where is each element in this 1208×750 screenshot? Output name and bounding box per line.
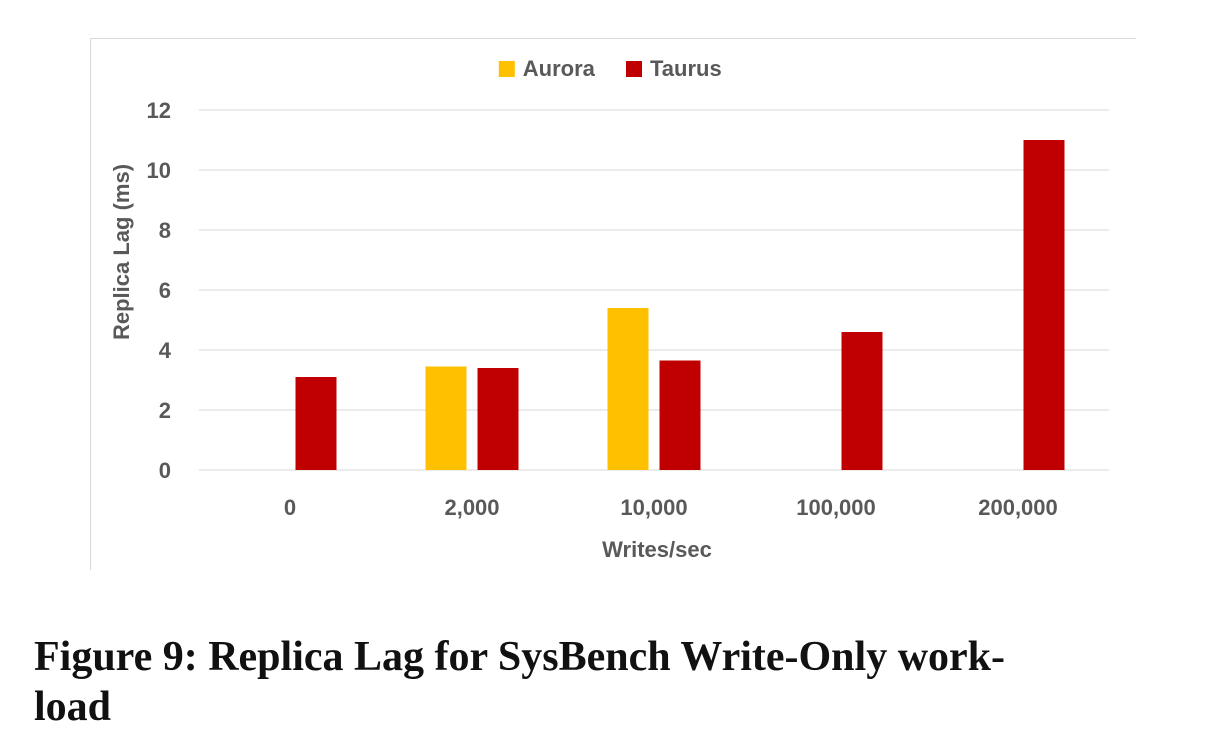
gridlines [199,109,1109,471]
legend-swatch-taurus [626,61,642,77]
y-axis-title: Replica Lag (ms) [109,164,134,340]
bar-taurus-4 [1023,140,1065,470]
bar-taurus-1 [477,368,519,470]
x-tick-label: 0 [284,495,296,520]
legend: Aurora Taurus [498,56,722,81]
bar-aurora-1 [425,366,467,470]
figure-caption: Figure 9: Replica Lag for SysBench Write… [34,632,1184,732]
legend-label-aurora: Aurora [523,56,596,81]
caption-line-1: Figure 9: Replica Lag for SysBench Write… [34,634,1006,680]
y-tick-label: 12 [147,98,171,123]
y-tick-label: 4 [159,338,172,363]
bar-taurus-2 [659,360,701,470]
bar-aurora-2 [607,308,649,470]
x-tick-label: 2,000 [444,495,499,520]
legend-swatch-aurora [498,61,515,77]
x-tick-labels: 0 2,000 10,000 100,000 200,000 [284,495,1058,520]
y-tick-label: 6 [159,278,171,303]
x-tick-label: 100,000 [796,495,876,520]
bar-taurus-0 [295,377,337,470]
y-tick-labels: 0 2 4 6 8 10 12 [147,98,172,483]
y-tick-label: 8 [159,218,171,243]
y-tick-label: 10 [147,158,171,183]
legend-label-taurus: Taurus [650,56,722,81]
chart-frame: 0 2 4 6 8 10 12 0 2,000 10,000 100,000 200,000 Aur… [90,38,1136,570]
y-tick-label: 0 [159,458,171,483]
x-tick-label: 200,000 [978,495,1058,520]
bar-chart: 0 2 4 6 8 10 12 0 2,000 10,000 100,000 200,000 Aur… [109,56,1109,562]
x-tick-label: 10,000 [620,495,687,520]
bars [295,140,1065,470]
x-axis-title: Writes/sec [602,537,712,562]
y-tick-label: 2 [159,398,171,423]
caption-line-2: load [34,684,112,730]
bar-taurus-3 [841,332,883,470]
